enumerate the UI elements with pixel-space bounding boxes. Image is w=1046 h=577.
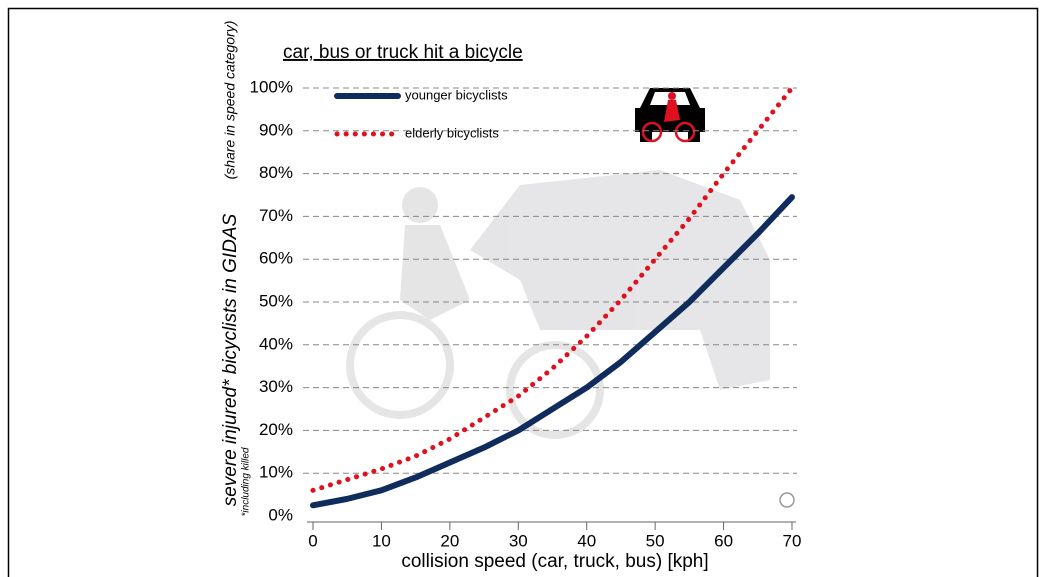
y-axis-note: (share in speed category) bbox=[222, 21, 238, 180]
x-tick-label: 20 bbox=[440, 531, 459, 550]
y-tick-label: 100% bbox=[250, 77, 293, 96]
copyright-mark bbox=[780, 493, 794, 507]
y-tick-label: 30% bbox=[259, 377, 293, 396]
y-tick-label: 90% bbox=[259, 120, 293, 139]
x-tick-label: 70 bbox=[783, 531, 802, 550]
legend-label: younger bicyclists bbox=[405, 87, 508, 102]
x-tick-label: 10 bbox=[372, 531, 391, 550]
y-tick-label: 10% bbox=[259, 463, 293, 482]
footnote: *including killed bbox=[241, 447, 252, 516]
x-tick-label: 40 bbox=[577, 531, 596, 550]
legend-label: elderly bicyclists bbox=[405, 125, 499, 140]
chart: car, bus or truck hit a bicycle collisio… bbox=[0, 0, 1046, 577]
y-tick-label: 60% bbox=[259, 249, 293, 268]
chart-title: car, bus or truck hit a bicycle bbox=[283, 42, 523, 63]
y-axis-label: severe injured* bicyclists in GIDAS bbox=[220, 213, 241, 506]
x-tick-label: 0 bbox=[308, 531, 317, 550]
y-tick-label: 50% bbox=[259, 291, 293, 310]
y-tick-label: 80% bbox=[259, 163, 293, 182]
car-icon bbox=[635, 88, 705, 142]
y-tick-label: 0% bbox=[268, 505, 293, 524]
y-tick-label: 20% bbox=[259, 420, 293, 439]
y-tick-label: 40% bbox=[259, 334, 293, 353]
x-tick-label: 30 bbox=[509, 531, 528, 550]
frame bbox=[9, 9, 1038, 577]
x-tick-label: 60 bbox=[714, 531, 733, 550]
x-tick-label: 50 bbox=[646, 531, 665, 550]
page: {"chart_data": { "type": "line", "title"… bbox=[0, 0, 1046, 577]
y-tick-label: 70% bbox=[259, 206, 293, 225]
x-axis-label: collision speed (car, truck, bus) [kph] bbox=[401, 551, 708, 572]
